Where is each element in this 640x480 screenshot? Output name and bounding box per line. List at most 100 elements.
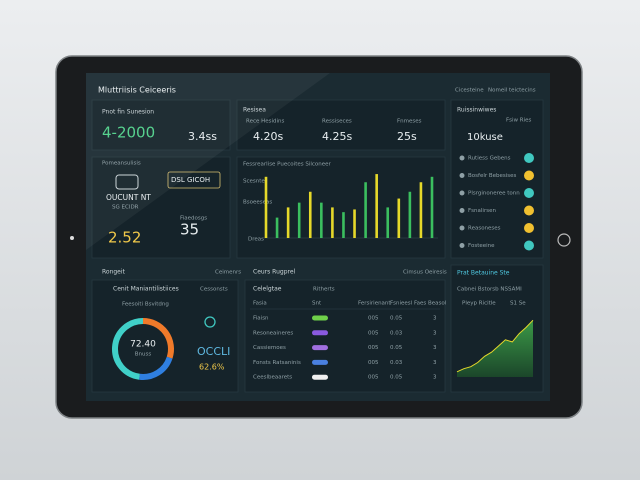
- cell: 005: [368, 360, 379, 366]
- bar: [331, 207, 334, 238]
- list-item: Reasoneses: [468, 226, 501, 232]
- list-item: Bosfelr Bebesises: [468, 173, 517, 179]
- donut-center: 72.40: [130, 340, 156, 350]
- bar: [375, 174, 378, 238]
- column-header: Fasia: [253, 301, 267, 307]
- bar: [397, 198, 401, 238]
- bar: [419, 182, 423, 238]
- cell: 0.03: [390, 330, 403, 336]
- icon: [459, 243, 465, 248]
- bar: [386, 207, 390, 238]
- subline: SG ECIDR: [112, 205, 139, 211]
- cell: Resoneaineres: [253, 330, 293, 336]
- label: Feesoiti Bsvitdng: [122, 302, 169, 308]
- donut-segment: [112, 318, 144, 380]
- link[interactable]: Ceimenrs: [215, 270, 241, 276]
- list-item: Plsrginoneree tonn: [468, 191, 520, 197]
- panel-title: Fessrearlise Puecoites Silconeer: [243, 162, 332, 168]
- link[interactable]: Cimsus Oeiresis: [403, 270, 447, 276]
- icon: [459, 155, 465, 161]
- panel: [236, 99, 446, 151]
- cell: 3: [433, 316, 437, 322]
- value: 2.52: [108, 229, 141, 247]
- logo: [115, 174, 139, 190]
- cell: Fiaisn: [253, 316, 269, 322]
- cell: 005: [368, 330, 379, 336]
- donut-sub: Bnuss: [135, 352, 152, 358]
- cell: 0.03: [390, 360, 403, 366]
- cell: 3: [433, 360, 437, 366]
- status-pill: [312, 315, 328, 321]
- status-icon: [524, 188, 534, 198]
- label: Rece Hesidins: [246, 119, 285, 125]
- status-icon: [524, 170, 534, 181]
- panel-title: Ritherts: [313, 287, 335, 293]
- bar: [286, 207, 290, 238]
- link[interactable]: Cessonsts: [200, 287, 228, 293]
- nav-link[interactable]: Cicesteine: [455, 88, 484, 94]
- list-item: Fosteeine: [468, 243, 495, 249]
- label: OCCLI: [197, 345, 230, 358]
- panel-title: Resisea: [243, 107, 266, 114]
- label: Scesnter: [243, 179, 268, 185]
- home-button[interactable]: [557, 233, 571, 247]
- status-icon: [524, 153, 534, 163]
- cell: 0.05: [390, 316, 403, 322]
- value: 4-2000: [102, 124, 155, 142]
- status-icon: [524, 223, 534, 233]
- headline: OUCUNT NT: [106, 193, 151, 202]
- label: Fiaedosgs: [180, 216, 207, 222]
- status-pill: [312, 359, 328, 365]
- value: 25s: [397, 130, 417, 143]
- label: Pnot fin Sunesion: [102, 109, 154, 116]
- bar: [364, 182, 367, 238]
- camera: [70, 236, 74, 240]
- badge-text: DSL GICOH: [171, 176, 210, 184]
- bar: [353, 209, 356, 238]
- bar: [297, 202, 301, 238]
- status-icon: [524, 240, 534, 251]
- panel: [236, 156, 446, 259]
- column-header: Snt: [312, 301, 322, 307]
- cell: 0.05: [390, 345, 403, 351]
- badge: [167, 171, 221, 189]
- list-item: Rutiess Gebens: [468, 156, 511, 162]
- donut-segment: [142, 318, 174, 359]
- icon: [459, 208, 465, 213]
- value: 3.4ss: [188, 130, 217, 143]
- bar: [408, 191, 412, 238]
- label: Bsoeeseas: [243, 200, 272, 206]
- column-header: Fersirienant: [358, 301, 391, 307]
- bar: [264, 176, 268, 238]
- cell: Cassiemoes: [253, 345, 286, 351]
- status-pill: [312, 330, 328, 336]
- panel: [244, 279, 446, 393]
- cell: 005: [368, 316, 379, 322]
- subtitle: Cabnei Bstorsb NSSAMI: [457, 287, 522, 293]
- bar: [430, 176, 434, 238]
- area: [457, 320, 533, 377]
- nav-link[interactable]: Nomeil teictecins: [488, 88, 536, 94]
- panel-title: Cenit Maniantilistiices: [113, 286, 179, 293]
- bar: [275, 217, 279, 238]
- label: Fnmeses: [397, 119, 422, 125]
- link[interactable]: Fsiw Ries: [506, 118, 532, 124]
- cell: 3: [433, 330, 437, 336]
- column-header: Faes Beasol: [414, 301, 447, 307]
- icon: [459, 225, 465, 231]
- value: 35: [180, 221, 199, 239]
- list-item: Fsnalirsen: [468, 208, 496, 214]
- cell: 0.05: [390, 375, 403, 381]
- value: 4.25s: [322, 130, 352, 143]
- glare: [86, 73, 330, 250]
- cell: Ceeslbeaarets: [253, 375, 292, 381]
- column-header: Fsnieesl: [390, 301, 413, 307]
- trend-line: [456, 319, 534, 373]
- status-pill: [312, 374, 328, 380]
- value: 62.6%: [199, 363, 225, 372]
- label: Dreas: [248, 237, 264, 243]
- icon: [459, 173, 465, 178]
- icon: [459, 190, 465, 196]
- bar: [320, 202, 323, 238]
